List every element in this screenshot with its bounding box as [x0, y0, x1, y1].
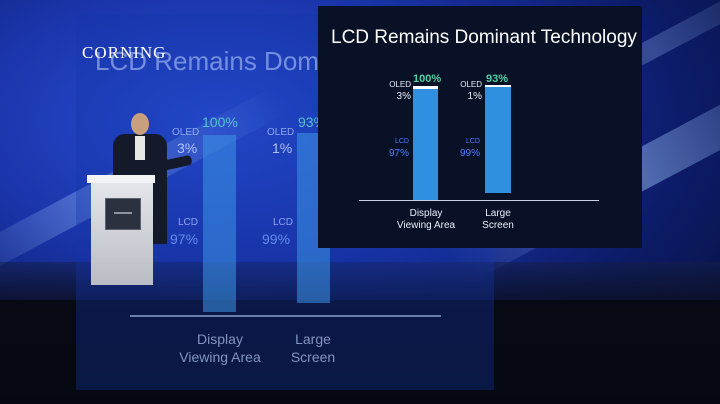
lcd-pct: 97%: [388, 148, 409, 159]
oled-pct: 3%: [396, 91, 411, 102]
oled-label: OLED: [460, 80, 482, 89]
bar-lcd-large: [485, 87, 511, 193]
bar-oled-segment-display: [413, 86, 438, 89]
projected-category-line: Screen: [290, 349, 336, 365]
projected-oled-label: OLED: [267, 127, 295, 138]
projected-oled-pct: 1%: [272, 140, 293, 156]
category-line: Screen: [482, 220, 514, 231]
bar-oled-segment-large: [485, 85, 511, 88]
projected-category-display: Display Viewing Area: [170, 330, 270, 366]
speaker-shirt: [135, 136, 145, 160]
lcd-label: LCD: [394, 138, 409, 145]
projected-total: 100%: [202, 114, 238, 130]
category-line: Display: [409, 208, 443, 219]
projected-category-line: Large: [295, 331, 331, 347]
podium-top: [87, 175, 155, 183]
projected-category-line: Display: [197, 331, 243, 347]
slide-panel: [318, 6, 642, 248]
projected-oled-label: OLED: [172, 127, 200, 138]
slide-title: LCD Remains Dominant Technology: [331, 27, 637, 48]
audience: [0, 300, 720, 404]
projected-lcd-label: LCD: [273, 217, 294, 228]
projected-lcd-pct: 99%: [262, 231, 291, 247]
category-large: Large Screen: [470, 208, 526, 232]
bar-total-large: 93%: [486, 73, 509, 85]
projected-bar-display: [203, 135, 236, 312]
bar-lcd-display: [413, 89, 438, 200]
category-line: Viewing Area: [396, 220, 456, 231]
bar-total-display: 100%: [413, 73, 442, 85]
category-line: Large: [485, 208, 511, 219]
oled-label: OLED: [389, 80, 411, 89]
oled-pct: 1%: [467, 91, 482, 102]
lcd-pct: 99%: [459, 148, 480, 159]
projected-category-large: Large Screen: [280, 330, 346, 366]
projected-lcd-label: LCD: [178, 217, 199, 228]
speaker-head: [131, 113, 149, 135]
projected-category-line: Viewing Area: [179, 349, 261, 365]
projected-oled-pct: 3%: [177, 140, 198, 156]
lcd-label: LCD: [465, 138, 480, 145]
podium-logo-panel: [105, 198, 141, 230]
corning-logo: CORNING: [82, 43, 167, 62]
category-display: Display Viewing Area: [382, 208, 470, 232]
projected-axis: [130, 315, 441, 317]
slide-axis: [359, 200, 599, 201]
projected-lcd-pct: 97%: [170, 231, 199, 247]
podium: [91, 177, 153, 285]
